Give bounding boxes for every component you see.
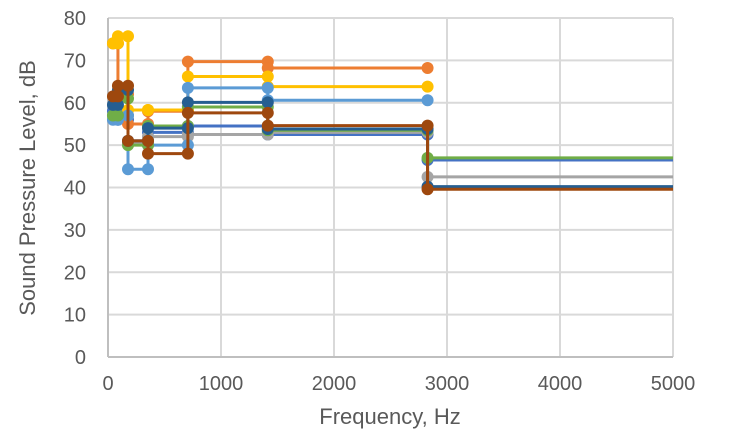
data-point — [261, 62, 274, 75]
x-tick-label: 3000 — [425, 373, 470, 395]
y-tick-label: 10 — [64, 305, 86, 327]
series-series-8 — [106, 79, 673, 196]
data-point — [181, 106, 194, 119]
data-point — [261, 106, 274, 119]
y-tick-label: 50 — [64, 135, 86, 157]
data-point — [142, 103, 155, 116]
data-point — [142, 134, 155, 147]
data-point — [122, 163, 135, 176]
data-point — [261, 96, 274, 109]
data-point — [261, 70, 274, 83]
data-point — [181, 70, 194, 83]
x-axis-title: Frequency, Hz — [319, 404, 460, 429]
data-point — [122, 30, 135, 43]
data-point — [111, 79, 124, 92]
data-point — [421, 62, 434, 75]
data-point — [111, 30, 124, 43]
data-point — [142, 163, 155, 176]
data-point — [181, 96, 194, 109]
x-tick-label: 4000 — [538, 373, 583, 395]
y-tick-label: 70 — [64, 50, 86, 72]
data-point — [421, 183, 434, 196]
data-point — [111, 90, 124, 103]
x-tick-label: 2000 — [312, 373, 357, 395]
y-tick-label: 20 — [64, 262, 86, 284]
data-point — [122, 134, 135, 147]
data-point — [421, 119, 434, 132]
y-tick-label: 30 — [64, 220, 86, 242]
y-tick-label: 80 — [64, 8, 86, 30]
data-point — [261, 81, 274, 94]
data-point — [421, 80, 434, 93]
data-point — [142, 122, 155, 135]
series-line — [112, 88, 673, 189]
y-tick-label: 60 — [64, 93, 86, 115]
data-point — [181, 147, 194, 160]
x-tick-label: 5000 — [651, 373, 696, 395]
y-tick-label: 0 — [75, 347, 86, 369]
data-point — [111, 109, 124, 122]
data-point — [261, 119, 274, 132]
data-point — [421, 94, 434, 107]
x-tick-label: 1000 — [199, 373, 244, 395]
y-tick-label: 40 — [64, 178, 86, 200]
y-axis-title: Sound Pressure Level, dB — [15, 60, 40, 316]
data-point — [122, 79, 135, 92]
data-point — [142, 147, 155, 160]
data-point — [181, 81, 194, 94]
data-point — [181, 55, 194, 68]
x-tick-label: 0 — [102, 373, 113, 395]
